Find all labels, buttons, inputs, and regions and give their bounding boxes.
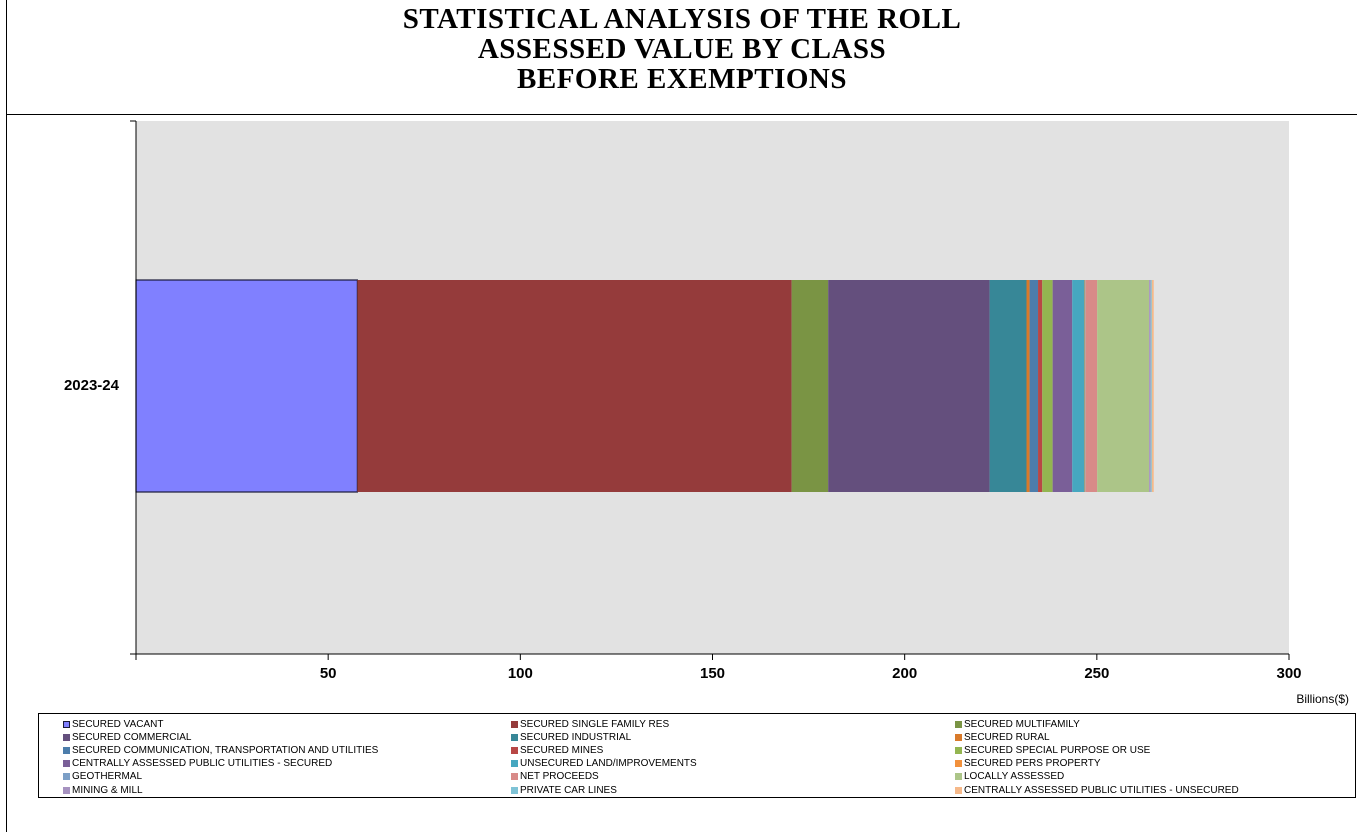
- legend-swatch: [955, 760, 962, 768]
- legend-item: MINING & MILL: [63, 784, 143, 797]
- legend-swatch: [63, 786, 70, 794]
- legend-label: UNSECURED LAND/IMPROVEMENTS: [520, 758, 697, 770]
- legend-label: SECURED MULTIFAMILY: [964, 719, 1080, 730]
- legend-swatch: [955, 773, 962, 781]
- legend-swatch: [63, 760, 70, 768]
- legend-item: LOCALLY ASSESSED: [955, 770, 1064, 783]
- legend-item: CENTRALLY ASSESSED PUBLIC UTILITIES - UN…: [955, 784, 1239, 797]
- chart-title-line-2: ASSESSED VALUE BY CLASS: [477, 33, 887, 65]
- legend-label: SECURED RURAL: [964, 732, 1050, 744]
- x-tick-label: 150: [700, 665, 725, 682]
- bar-segment-13: [1085, 280, 1086, 492]
- legend-swatch: [511, 747, 518, 755]
- legend-label: NET PROCEEDS: [520, 771, 599, 783]
- legend-swatch: [511, 786, 518, 794]
- bar-segment-15: [1097, 280, 1150, 492]
- legend-label: SECURED SPECIAL PURPOSE OR USE: [964, 745, 1151, 757]
- x-tick-label: 300: [1276, 665, 1301, 682]
- x-axis-label: Billions($): [1296, 692, 1349, 706]
- legend-item: SECURED VACANT: [63, 718, 164, 731]
- x-tick-label: 250: [1084, 665, 1109, 682]
- legend-item: SECURED SINGLE FAMILY RES: [511, 718, 669, 731]
- category-label: 2023-24: [64, 377, 120, 394]
- legend: SECURED VACANT SECURED SINGLE FAMILY RES S…: [38, 713, 1356, 798]
- bar-segment-6: [1026, 280, 1030, 492]
- bar-segments: [135, 279, 1154, 493]
- legend-item: NET PROCEEDS: [511, 770, 599, 783]
- chart-title-line-1: STATISTICAL ANALYSIS OF THE ROLL: [402, 3, 962, 35]
- bar-segment-5: [989, 280, 1027, 492]
- legend-label: SECURED PERS PROPERTY: [964, 758, 1101, 770]
- legend-label: SECURED MINES: [520, 745, 604, 757]
- bar-segment-17: [1150, 280, 1152, 492]
- legend-label: MINING & MILL: [72, 784, 143, 796]
- bar-segment-11: [1072, 280, 1085, 492]
- legend-item: CENTRALLY ASSESSED PUBLIC UTILITIES - SE…: [63, 757, 332, 770]
- legend-swatch: [511, 734, 518, 742]
- chart-title: STATISTICAL ANALYSIS OF THE ROLL ASSESSE…: [6, 0, 1357, 115]
- bar-segment-8: [1038, 280, 1043, 492]
- legend-label: CENTRALLY ASSESSED PUBLIC UTILITIES - UN…: [964, 784, 1239, 796]
- bar-segment-1: [135, 279, 358, 493]
- legend-label: GEOTHERMAL: [72, 771, 143, 783]
- chart-area: 50 100 150 200 250 300 2023-24 Billions($): [64, 120, 1349, 706]
- x-tick-label: 50: [320, 665, 337, 682]
- bar-segment-2: [357, 280, 792, 492]
- bar-segment-14: [1085, 280, 1098, 492]
- legend-label: CENTRALLY ASSESSED PUBLIC UTILITIES - SE…: [72, 758, 333, 770]
- legend-label: SECURED INDUSTRIAL: [520, 732, 632, 744]
- legend-label: SECURED VACANT: [72, 719, 164, 730]
- legend-label: PRIVATE CAR LINES: [520, 784, 617, 796]
- bar-segment-10: [1052, 280, 1073, 492]
- legend-item: SECURED PERS PROPERTY: [955, 757, 1101, 770]
- legend-item: SECURED COMMERCIAL: [63, 731, 191, 744]
- x-tick-label: 100: [508, 665, 533, 682]
- bar-segment-16: [1149, 280, 1151, 492]
- legend-item: SECURED RURAL: [955, 731, 1050, 744]
- legend-item: SECURED MINES: [511, 744, 603, 757]
- left-border: [6, 115, 7, 832]
- legend-item: UNSECURED LAND/IMPROVEMENTS: [511, 757, 697, 770]
- legend-swatch: [511, 760, 518, 768]
- bar-segment-18: [1151, 280, 1154, 492]
- legend-label: LOCALLY ASSESSED: [964, 771, 1065, 783]
- legend-swatch: [63, 734, 70, 742]
- bar-segment-9: [1042, 280, 1053, 492]
- legend-label: SECURED COMMUNICATION, TRANSPORTATION AN…: [72, 745, 379, 757]
- legend-swatch: [511, 773, 518, 781]
- bar-segment-4: [828, 280, 990, 492]
- bar-segment-3: [791, 280, 829, 492]
- legend-swatch: [63, 721, 70, 728]
- legend-item: SECURED INDUSTRIAL: [511, 731, 631, 744]
- legend-item: SECURED COMMUNICATION, TRANSPORTATION AN…: [63, 744, 378, 757]
- legend-swatch: [63, 747, 70, 755]
- legend-swatch: [955, 734, 962, 742]
- legend-swatch: [63, 773, 70, 781]
- legend-swatch: [511, 721, 518, 728]
- bar-segment-7: [1029, 280, 1039, 492]
- x-tick-label: 200: [892, 665, 917, 682]
- legend-item: SECURED MULTIFAMILY: [955, 718, 1080, 731]
- legend-label: SECURED COMMERCIAL: [72, 732, 192, 744]
- bar-segment-12: [1084, 280, 1086, 492]
- chart-title-line-3: BEFORE EXEMPTIONS: [517, 63, 847, 95]
- legend-item: GEOTHERMAL: [63, 770, 142, 783]
- legend-swatch: [955, 721, 962, 728]
- legend-swatch: [955, 786, 962, 794]
- legend-swatch: [955, 747, 962, 755]
- legend-item: SECURED SPECIAL PURPOSE OR USE: [955, 744, 1150, 757]
- axes: 50 100 150 200 250 300: [130, 120, 1302, 682]
- legend-label: SECURED SINGLE FAMILY RES: [520, 719, 670, 730]
- legend-item: PRIVATE CAR LINES: [511, 784, 617, 797]
